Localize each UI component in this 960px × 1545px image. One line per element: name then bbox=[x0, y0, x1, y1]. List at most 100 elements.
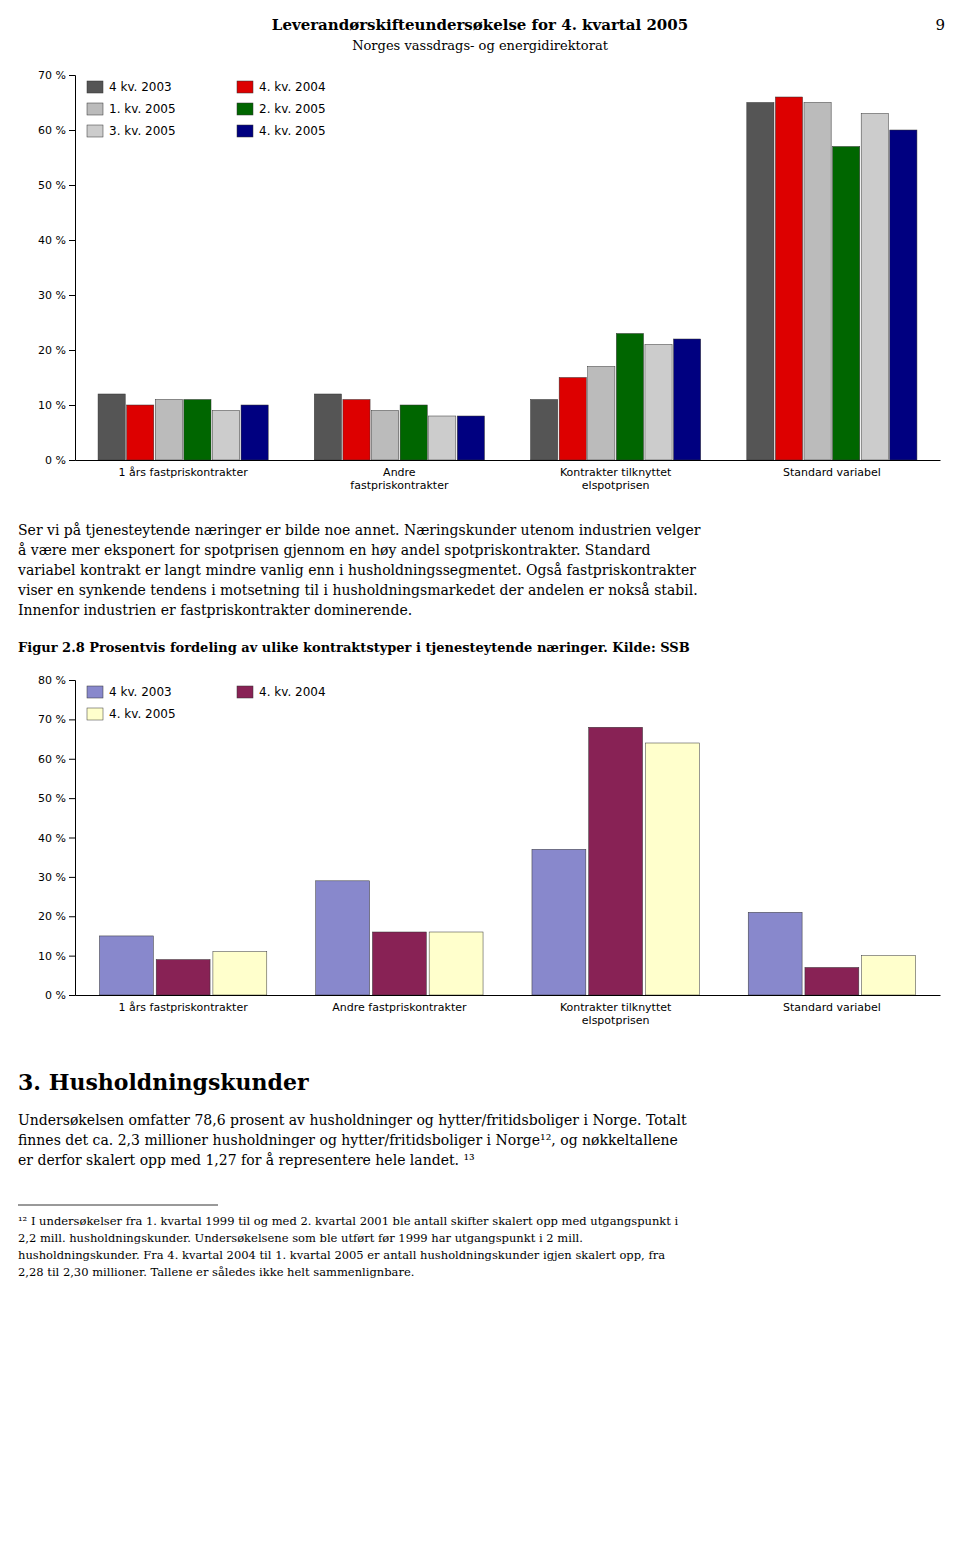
legend-swatch bbox=[237, 81, 253, 93]
y-tick: 30 % bbox=[38, 289, 75, 302]
section-title: 3. Husholdningskunder bbox=[18, 1069, 309, 1095]
y-tick-label: 0 % bbox=[45, 989, 66, 1002]
x-tick-label: Kontrakter tilknyttetelspotprisen bbox=[560, 1001, 672, 1027]
page-number: 9 bbox=[935, 16, 945, 34]
y-tick: 30 % bbox=[38, 871, 75, 884]
y-tick: 20 % bbox=[38, 910, 75, 923]
bar bbox=[371, 411, 398, 461]
y-axis-line bbox=[69, 681, 76, 996]
bar bbox=[532, 849, 586, 995]
y-tick: 70 % bbox=[38, 713, 75, 726]
legend-item: 4 kv. 2003 bbox=[87, 685, 172, 699]
x-tick: Andre fastpriskontrakter bbox=[332, 995, 467, 1014]
legend-label: 4. kv. 2005 bbox=[259, 124, 326, 138]
x-tick-label: Andre fastpriskontrakter bbox=[332, 1001, 467, 1014]
y-tick-label: 70 % bbox=[38, 69, 66, 82]
page-subtitle: Norges vassdrags- og energidirektorat bbox=[352, 38, 608, 53]
legend-label: 4 kv. 2003 bbox=[109, 80, 172, 94]
y-tick-label: 10 % bbox=[38, 399, 66, 412]
y-tick-label: 50 % bbox=[38, 179, 66, 192]
y-tick: 0 % bbox=[45, 989, 75, 1002]
legend-item: 4. kv. 2005 bbox=[237, 124, 326, 138]
y-tick-mark bbox=[69, 956, 75, 957]
y-tick-mark bbox=[69, 350, 75, 351]
bar bbox=[645, 743, 699, 995]
y-axis: 0 %10 %20 %30 %40 %50 %60 %70 %80 % bbox=[38, 674, 75, 1002]
bar bbox=[861, 114, 888, 461]
legend-swatch bbox=[87, 81, 103, 93]
y-tick-mark bbox=[69, 460, 75, 461]
legend-item: 1. kv. 2005 bbox=[87, 102, 176, 116]
legend-swatch bbox=[87, 125, 103, 137]
y-tick-mark bbox=[69, 680, 75, 681]
bar bbox=[156, 960, 210, 995]
legend-item: 4. kv. 2004 bbox=[237, 80, 326, 94]
legend-label: 4. kv. 2005 bbox=[109, 707, 176, 721]
bar bbox=[241, 405, 268, 460]
y-tick-mark bbox=[69, 240, 75, 241]
bar bbox=[747, 103, 774, 461]
bar bbox=[184, 400, 211, 461]
y-tick-label: 60 % bbox=[38, 124, 66, 137]
x-tick-label: Standard variabel bbox=[783, 1001, 881, 1014]
y-tick: 50 % bbox=[38, 792, 75, 805]
bar bbox=[588, 367, 615, 461]
y-tick-mark bbox=[69, 185, 75, 186]
y-tick-label: 50 % bbox=[38, 792, 66, 805]
legend-swatch bbox=[87, 686, 103, 698]
bar bbox=[212, 411, 239, 461]
bar bbox=[775, 97, 802, 460]
bar bbox=[804, 103, 831, 461]
chart: 0 % 10 % 20 % 30 % 40 % 50 % 60 % 70 % 1 års fas… bbox=[38, 69, 940, 492]
y-tick-mark bbox=[69, 405, 75, 406]
x-tick: Standard variabel bbox=[783, 995, 881, 1014]
bar bbox=[99, 936, 153, 995]
section-line: Undersøkelsen omfatter 78,6 prosent av h… bbox=[18, 1112, 687, 1128]
y-axis: 0 % 10 % 20 % 30 % 40 % 50 % 60 % 70 % bbox=[38, 69, 75, 467]
page-title: Leverandørskifteundersøkelse for 4. kvar… bbox=[272, 16, 688, 34]
y-tick-label: 20 % bbox=[38, 344, 66, 357]
y-tick-mark bbox=[69, 838, 75, 839]
bar bbox=[890, 130, 917, 460]
legend-item: 4 kv. 2003 bbox=[87, 80, 172, 94]
bar bbox=[400, 405, 427, 460]
section-line: finnes det ca. 2,3 millioner husholdning… bbox=[18, 1132, 678, 1148]
bar bbox=[213, 952, 267, 995]
bar bbox=[833, 147, 860, 461]
y-axis-line bbox=[69, 76, 76, 461]
bar bbox=[748, 912, 802, 995]
y-tick-mark bbox=[69, 719, 75, 720]
x-tick-label: Standard variabel bbox=[783, 466, 881, 479]
y-tick-mark bbox=[69, 130, 75, 131]
y-tick-mark bbox=[69, 75, 75, 76]
legend-label: 1. kv. 2005 bbox=[109, 102, 176, 116]
bar bbox=[429, 416, 456, 460]
legend: 4 kv. 2003 4. kv. 2004 1. kv. 2005 2. kv. 2… bbox=[87, 80, 326, 138]
x-tick-label: 1 års fastpriskontrakter bbox=[119, 1001, 249, 1014]
legend-label: 4. kv. 2004 bbox=[259, 685, 326, 699]
x-tick-label: 1 års fastpriskontrakter bbox=[119, 466, 249, 479]
x-tick: Kontrakter tilknyttetelspotprisen bbox=[560, 460, 672, 492]
legend-swatch bbox=[87, 103, 103, 115]
y-tick: 50 % bbox=[38, 179, 75, 192]
y-tick-mark bbox=[69, 995, 75, 996]
y-tick: 70 % bbox=[38, 69, 75, 82]
x-tick: 1 års fastpriskontrakter bbox=[119, 460, 249, 479]
legend-swatch bbox=[237, 103, 253, 115]
x-tick: 1 års fastpriskontrakter bbox=[119, 995, 249, 1014]
y-tick: 0 % bbox=[45, 454, 75, 467]
legend-swatch bbox=[87, 708, 103, 720]
y-tick-mark bbox=[69, 877, 75, 878]
y-tick-label: 30 % bbox=[38, 289, 66, 302]
legend-swatch bbox=[237, 125, 253, 137]
bar bbox=[559, 378, 586, 461]
y-tick: 60 % bbox=[38, 124, 75, 137]
y-tick-label: 70 % bbox=[38, 713, 66, 726]
y-tick: 10 % bbox=[38, 950, 75, 963]
legend-label: 2. kv. 2005 bbox=[259, 102, 326, 116]
bars bbox=[98, 97, 917, 460]
y-tick-label: 40 % bbox=[38, 234, 66, 247]
x-axis: 1 års fastpriskontrakter Andre fastprisko… bbox=[76, 995, 941, 1027]
x-tick: Standard variabel bbox=[783, 460, 881, 479]
y-tick-mark bbox=[69, 916, 75, 917]
